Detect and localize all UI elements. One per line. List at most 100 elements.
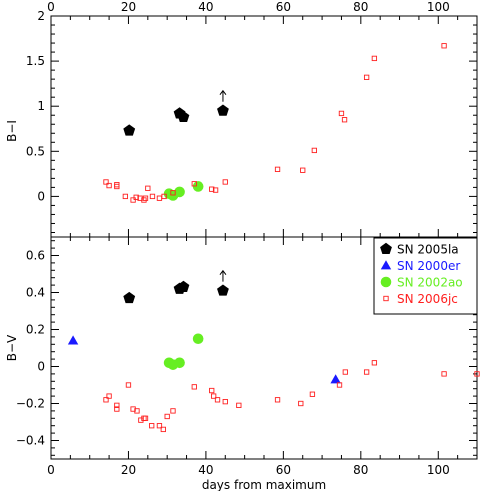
- panel-b-v: −0.4 −0.2 0 0.2 0.4 0.6 B−V: [5, 236, 480, 460]
- data-point: [209, 387, 215, 394]
- legend-label: SN 2000er: [397, 259, 460, 273]
- y-tick-label-b-i: 1.5: [26, 54, 45, 68]
- data-point: [174, 357, 185, 369]
- data-point: [236, 402, 242, 408]
- data-point: [311, 147, 317, 154]
- data-point: [363, 74, 370, 80]
- data-point: [209, 186, 215, 192]
- x-tick-label-top: 60: [276, 0, 291, 14]
- data-point: [474, 371, 480, 377]
- x-tick-label-bottom: 40: [198, 463, 213, 477]
- data-point: [300, 167, 306, 173]
- panel-b-i: 0 0.5 1 1.5 2 B−I: [5, 9, 478, 238]
- x-tick-label-top: 40: [198, 0, 213, 14]
- x-tick-label-bottom: 0: [47, 463, 55, 477]
- data-point: [338, 110, 345, 117]
- data-point: [441, 43, 447, 49]
- data-point: [336, 382, 343, 388]
- data-point: [170, 190, 176, 196]
- data-point: [371, 360, 378, 366]
- legend-box: [373, 237, 478, 315]
- x-axis-label: days from maximum: [202, 478, 326, 491]
- data-point: [217, 284, 229, 296]
- data-point: [191, 181, 197, 187]
- legend-marker: [383, 295, 389, 302]
- legend: SN 2005la SN 2000er SN 2002ao SN 2006jc: [373, 237, 478, 315]
- data-point: [441, 371, 447, 377]
- data-point: [160, 426, 166, 433]
- data-point: [211, 393, 217, 399]
- data-point: [222, 179, 228, 185]
- lower-limit-arrow-head: [219, 269, 227, 275]
- data-point: [103, 397, 109, 403]
- y-tick-label-b-i: 0: [37, 189, 45, 203]
- lower-limit-arrow-head: [219, 89, 227, 96]
- data-point: [363, 369, 370, 375]
- data-point: [298, 400, 304, 407]
- legend-marker: [380, 242, 392, 255]
- data-point: [341, 117, 348, 123]
- y-axis-label-b-v: B−V: [5, 334, 19, 361]
- x-tick-label-bottom: 80: [353, 463, 368, 477]
- shared-axes: days from maximum 0 0 20 20 40 40 60 60 80 80 100 1…: [47, 0, 450, 491]
- data-point: [274, 166, 281, 172]
- data-point: [192, 333, 204, 345]
- data-point: [142, 195, 149, 201]
- x-tick-label-top: 80: [353, 0, 368, 14]
- data-point: [114, 183, 120, 190]
- data-point: [125, 382, 132, 388]
- data-point: [156, 423, 163, 429]
- y-tick-label-b-v: −0.4: [16, 434, 45, 448]
- data-point: [177, 110, 190, 123]
- data-point: [177, 280, 190, 292]
- data-point: [122, 193, 129, 200]
- data-point: [133, 194, 139, 200]
- y-tick-label-b-v: 0.2: [26, 323, 45, 337]
- data-point: [170, 408, 176, 414]
- legend-label: SN 2002ao: [397, 276, 463, 290]
- data-point: [191, 384, 197, 390]
- data-point: [330, 374, 341, 384]
- data-point: [214, 397, 221, 403]
- data-point: [274, 397, 281, 403]
- data-point: [106, 393, 112, 399]
- x-tick-label-bottom: 20: [121, 463, 136, 477]
- x-tick-label-bottom: 100: [427, 463, 450, 477]
- data-point: [123, 291, 136, 304]
- data-point: [106, 182, 112, 189]
- data-point: [192, 181, 204, 192]
- y-tick-label-b-i: 1: [37, 99, 45, 113]
- data-point: [149, 423, 155, 429]
- x-tick-label-top: 0: [47, 0, 55, 14]
- data-point: [145, 185, 151, 191]
- x-tick-label-top: 20: [121, 0, 136, 14]
- data-point: [114, 406, 120, 412]
- data-point: [342, 369, 348, 375]
- data-point: [161, 193, 167, 200]
- legend-label: SN 2005la: [397, 243, 459, 257]
- data-point: [142, 415, 149, 421]
- data-point: [156, 195, 163, 201]
- x-tick-label-bottom: 60: [276, 463, 291, 477]
- data-point: [212, 187, 219, 193]
- x-tick-label-top: 100: [427, 0, 450, 14]
- legend-label: SN 2006jc: [397, 292, 458, 306]
- y-tick-label-b-v: −0.2: [16, 397, 45, 411]
- panel-frame-b-i: [50, 15, 478, 238]
- data-point: [309, 391, 316, 397]
- y-axis-label-b-i: B−I: [5, 120, 19, 142]
- data-point: [67, 335, 79, 345]
- data-point: [134, 408, 140, 414]
- y-tick-label-b-v: 0: [37, 360, 45, 374]
- data-point: [103, 179, 109, 185]
- y-tick-label-b-v: 0.4: [26, 286, 45, 300]
- data-point: [174, 186, 185, 198]
- data-point: [217, 104, 229, 116]
- y-tick-label-b-i: 0.5: [26, 144, 45, 158]
- data-point: [371, 55, 378, 62]
- data-point: [164, 413, 170, 420]
- data-point: [222, 399, 228, 405]
- data-point: [114, 402, 120, 408]
- y-tick-label-b-i: 2: [37, 9, 45, 23]
